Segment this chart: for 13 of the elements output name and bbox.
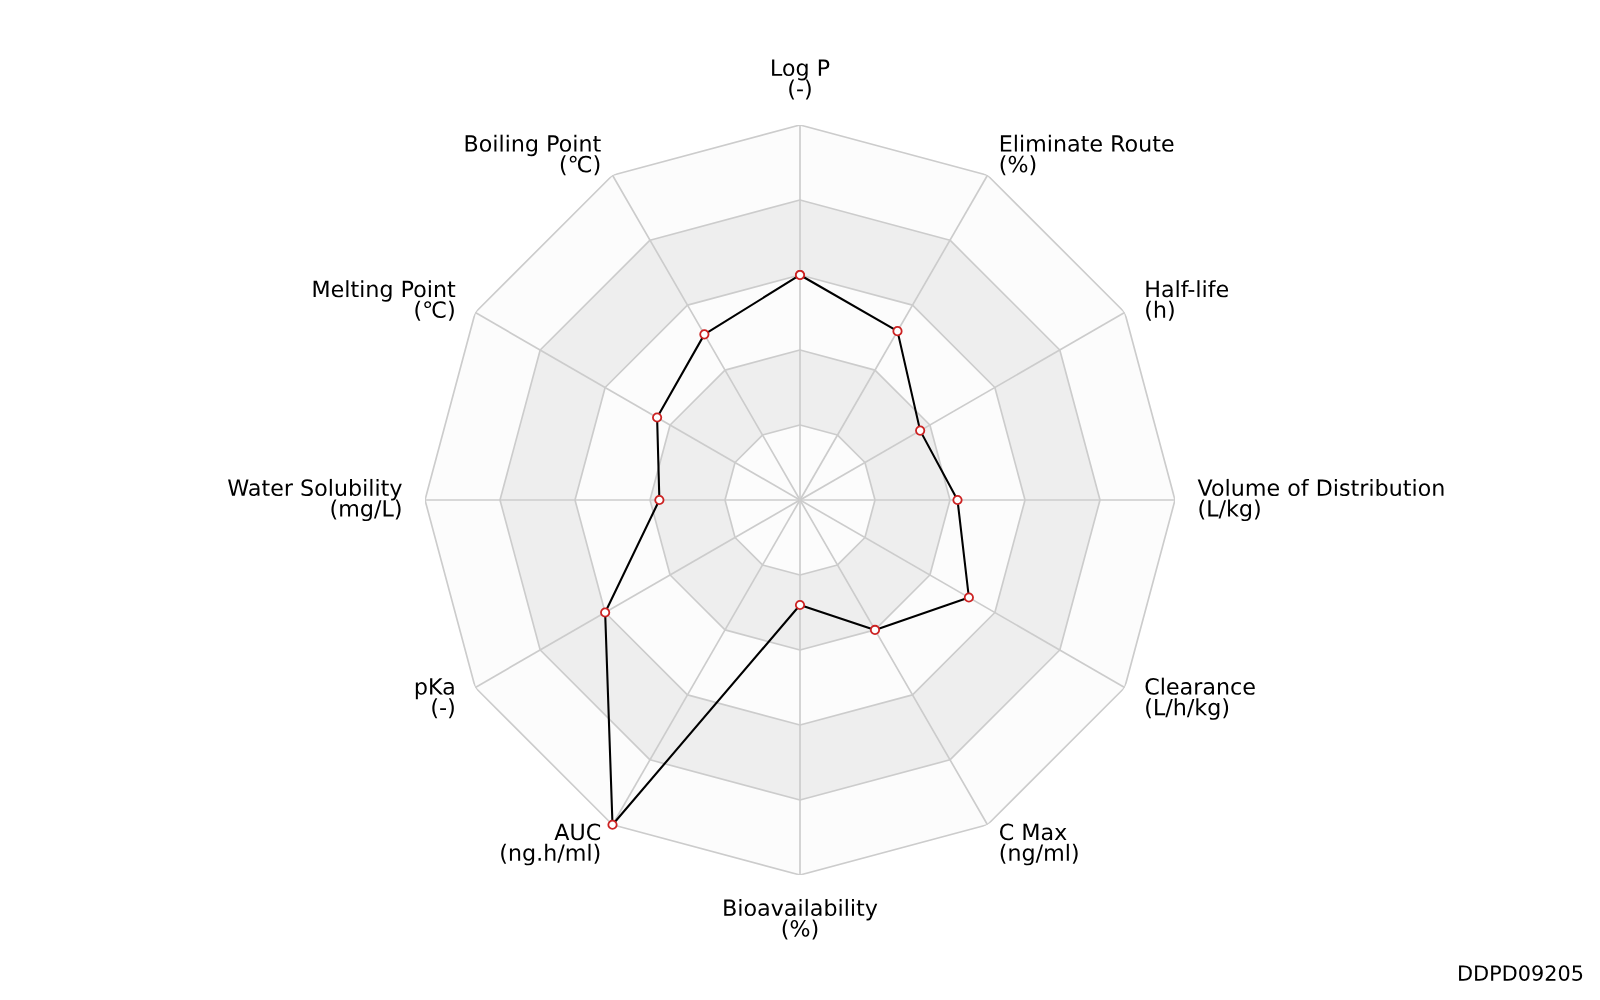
spoke-label: Half-life (h) [1146, 280, 1229, 321]
spoke-label: Volume of Distribution (L/kg) [1197, 478, 1444, 522]
spoke-label: Boiling Point (℃) [465, 134, 601, 176]
spoke-label: pKa (-) [415, 678, 454, 719]
spoke-label: Clearance (L/h/kg) [1145, 677, 1255, 720]
spoke-label: Water Solubility (mg/L) [228, 478, 402, 522]
text: DDPD09205 [1459, 965, 1583, 981]
spoke-label: Eliminate Route (%) [1000, 134, 1174, 176]
spoke-label: C Max (ng/ml) [1000, 823, 1078, 866]
spoke-label: Log P (-) [772, 59, 830, 100]
spoke-label: Melting Point (℃) [313, 280, 456, 321]
spoke-label: AUC (ng.h/ml) [501, 823, 601, 866]
spoke-label: Bioavailability (%) [724, 898, 878, 940]
